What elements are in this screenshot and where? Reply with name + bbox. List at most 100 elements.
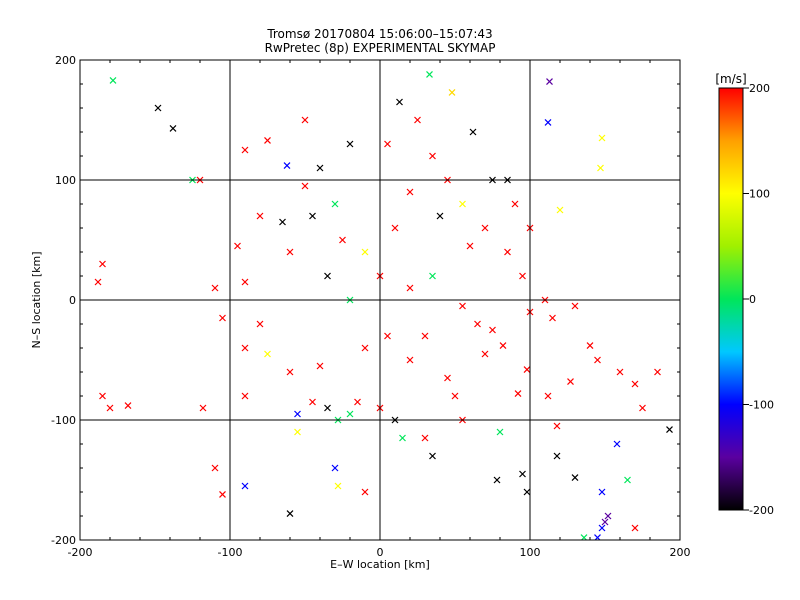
grid-lines (80, 60, 680, 540)
scatter-point-x (553, 452, 561, 460)
scatter-point-x (414, 116, 421, 124)
scatter-point-x (631, 380, 639, 388)
scatter-point-x (241, 344, 249, 352)
scatter-point-x (451, 392, 459, 400)
scatter-point-x (598, 134, 606, 142)
colorbar (718, 87, 744, 511)
scatter-point-x (384, 140, 391, 148)
scatter-point-x (604, 512, 612, 520)
scatter-point-x (481, 224, 489, 232)
scatter-point-x (301, 182, 309, 190)
y-tick-label: 0 (69, 294, 76, 307)
y-tick-label: -200 (51, 534, 76, 547)
scatter-point-x (546, 78, 553, 86)
scatter-point-x (489, 326, 496, 334)
scatter-point-x (391, 224, 399, 232)
scatter-point-x (361, 488, 369, 496)
scatter-point-x (309, 398, 316, 406)
scatter-point-x (361, 344, 369, 352)
scatter-point-x (556, 206, 564, 214)
scatter-point-x (286, 368, 294, 376)
scatter-point-x (294, 428, 301, 436)
scatter-point-x (459, 200, 466, 208)
scatter-point-x (256, 320, 264, 328)
colorbar-tick-label: -100 (749, 399, 774, 412)
scatter-point-x (466, 242, 474, 250)
scatter-point-x (339, 236, 346, 244)
scatter-point-x (571, 474, 579, 482)
y-axis-label: N–S location [km] (30, 251, 43, 348)
scatter-point-x (241, 146, 249, 154)
scatter-point-x (544, 118, 552, 126)
scatter-point-x (124, 402, 132, 410)
scatter-point-x (241, 278, 249, 286)
scatter-point-x (601, 518, 609, 526)
colorbar-tick-label: 200 (749, 82, 770, 95)
x-tick-label: 0 (377, 546, 384, 559)
scatter-point-x (109, 76, 117, 84)
scatter-point-x (286, 248, 294, 256)
scatter-point-x (406, 188, 414, 196)
scatter-point-x (436, 212, 444, 220)
scatter-point-x (523, 488, 531, 496)
scatter-point-x (279, 218, 286, 226)
scatter-point-x (597, 164, 604, 172)
scatter-point-x (553, 422, 561, 430)
scatter-point-x (234, 242, 241, 250)
scatter-point-x (316, 362, 324, 370)
scatter-point-x (324, 272, 331, 280)
scatter-point-x (264, 136, 271, 144)
scatter-point-x (99, 260, 106, 268)
scatter-point-x (331, 464, 339, 472)
scatter-point-x (514, 390, 522, 398)
x-tick-label: 200 (670, 546, 691, 559)
scatter-point-x (219, 314, 226, 322)
scatter-point-x (429, 452, 436, 460)
scatter-point-x (496, 428, 504, 436)
scatter-point-x (219, 490, 226, 498)
scatter-point-x (264, 350, 271, 358)
scatter-point-x (426, 70, 433, 78)
colorbar-label: [m/s] (715, 72, 746, 86)
scatter-point-x (241, 392, 249, 400)
chart-subtitle: RwPretec (8p) EXPERIMENTAL SKYMAP (265, 41, 496, 55)
scatter-point-x (666, 426, 673, 434)
scatter-point-x (624, 476, 631, 484)
scatter-point-x (241, 482, 249, 490)
scatter-point-x (106, 404, 114, 412)
scatter-point-x (406, 284, 414, 292)
scatter-point-x (283, 162, 291, 170)
scatter-point-x (504, 248, 511, 256)
scatter-point-x (169, 124, 177, 132)
scatter-point-x (499, 342, 507, 350)
y-axis-ticks: -200 -100 0 100 200 (51, 54, 680, 547)
scatter-point-x (598, 524, 606, 532)
scatter-point-x (396, 98, 403, 106)
y-tick-label: 100 (55, 174, 76, 187)
scatter-point-x (654, 368, 661, 376)
colorbar-ticks: 200 100 0 -100 -200 (743, 82, 774, 517)
scatter-point-x (324, 404, 331, 412)
scatter-point-x (354, 398, 361, 406)
scatter-point-x (286, 510, 294, 518)
y-tick-label: -100 (51, 414, 76, 427)
scatter-point-x (331, 200, 339, 208)
x-tick-label: -200 (68, 546, 93, 559)
colorbar-tick-label: 0 (749, 293, 756, 306)
scatter-point-x (493, 476, 501, 484)
scatter-point-x (301, 116, 309, 124)
scatter-point-x (631, 524, 639, 532)
scatter-point-x (567, 378, 574, 386)
colorbar-tick-label: 100 (749, 188, 770, 201)
scatter-point-x (474, 320, 481, 328)
scatter-point-x (549, 314, 556, 322)
scatter-point-x (469, 128, 477, 136)
scatter-point-x (544, 392, 552, 400)
scatter-point-x (99, 392, 106, 400)
scatter-point-x (406, 356, 414, 364)
scatter-point-x (334, 482, 342, 490)
scatter-point-x (154, 104, 162, 112)
scatter-point-x (639, 404, 646, 412)
scatter-point-x (444, 374, 451, 382)
